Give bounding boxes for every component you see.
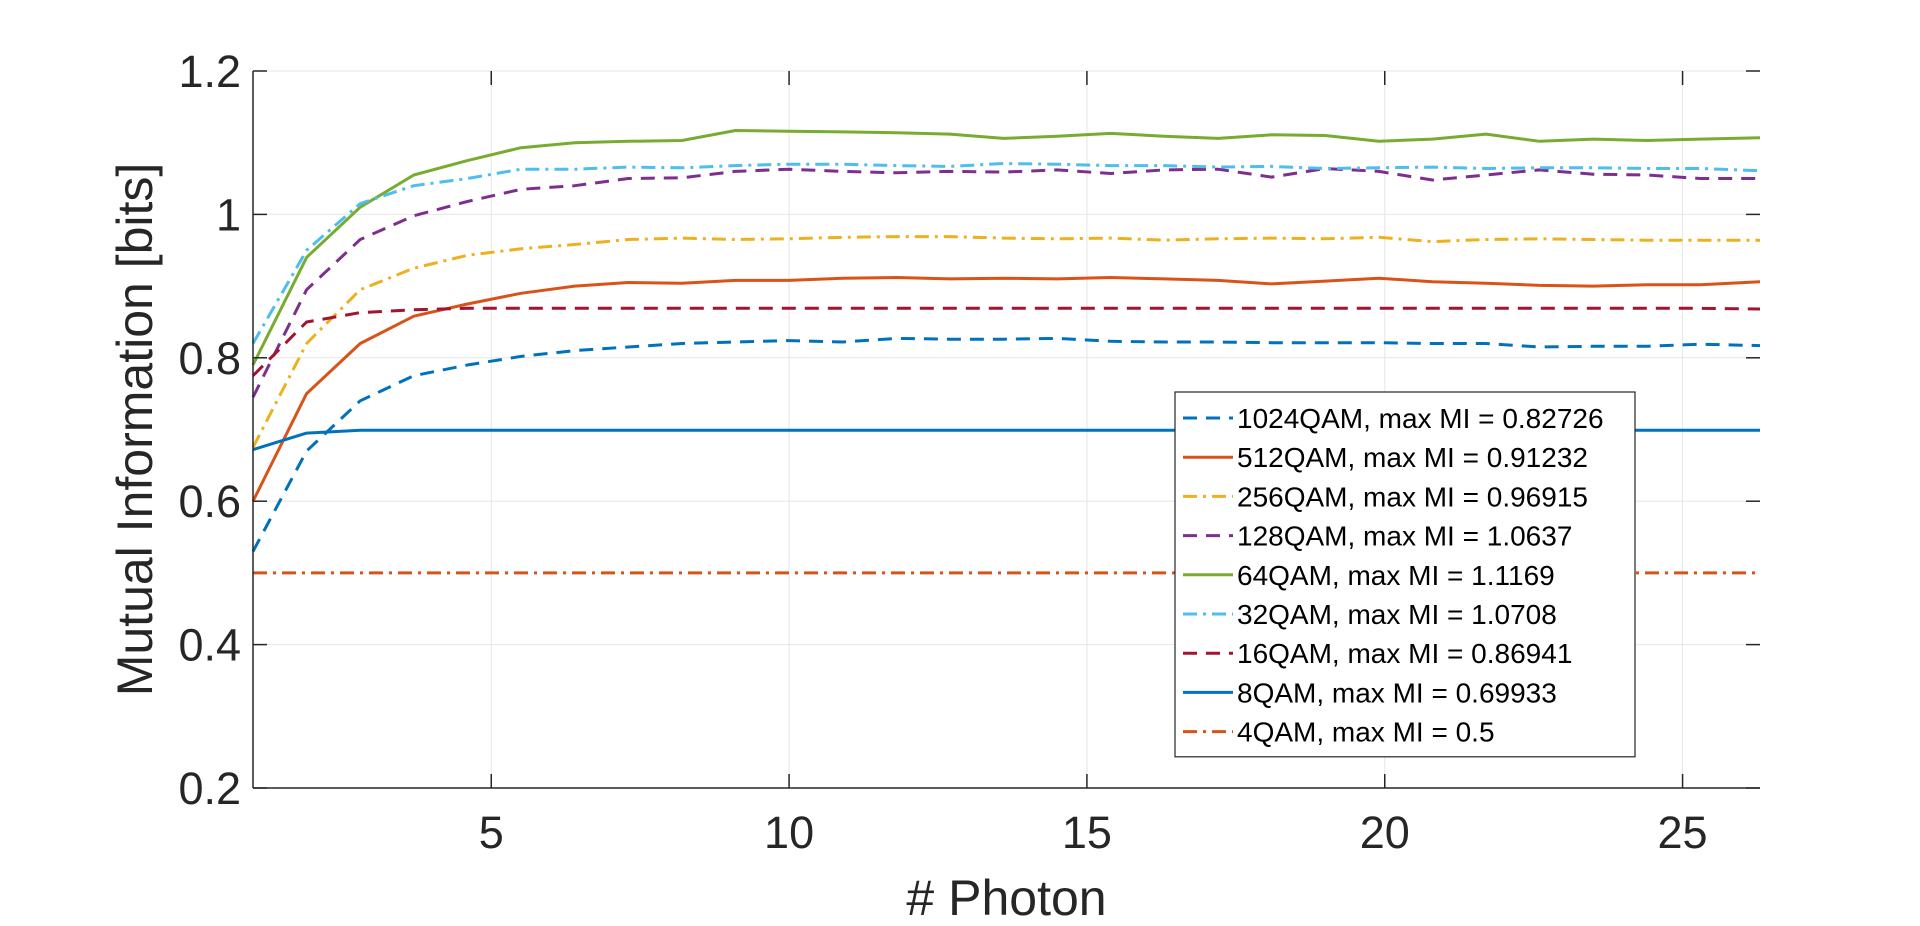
series-line-5 <box>251 162 1761 345</box>
x-tick-label-15: 15 <box>1062 807 1112 858</box>
series-line-0 <box>251 336 1761 553</box>
legend-entry-6: 16QAM, max MI = 0.86941 <box>1237 638 1572 669</box>
y-tick-label-0.4: 0.4 <box>178 620 241 671</box>
legend-entry-4: 64QAM, max MI = 1.1169 <box>1237 560 1555 591</box>
legend: 1024QAM, max MI = 0.82726 512QAM, max MI … <box>1174 391 1636 758</box>
legend-box <box>1174 391 1636 758</box>
x-tick-label-25: 25 <box>1658 807 1708 858</box>
series-line-6 <box>251 306 1761 377</box>
y-tick-label-0.8: 0.8 <box>178 333 241 384</box>
y-axis-label: Mutual Information [bits] <box>107 163 163 697</box>
y-tick-label-0.6: 0.6 <box>178 476 241 527</box>
legend-entry-5: 32QAM, max MI = 1.0708 <box>1237 599 1557 630</box>
legend-entry-3: 128QAM, max MI = 1.0637 <box>1237 521 1572 552</box>
x-axis-label: # Photon <box>906 870 1106 926</box>
y-tick-label-0.2: 0.2 <box>178 763 241 814</box>
tick-labels: 5 10 15 20 25 0.2 0.4 0.6 0.8 1 1.2 <box>178 46 1707 858</box>
x-tick-label-20: 20 <box>1360 807 1410 858</box>
x-tick-label-5: 5 <box>479 807 504 858</box>
axes <box>252 70 1760 789</box>
x-tick-label-10: 10 <box>764 807 814 858</box>
series-line-2 <box>251 235 1760 449</box>
series-line-1 <box>251 276 1761 502</box>
series-line-4 <box>251 129 1761 366</box>
legend-entry-7: 8QAM, max MI = 0.69933 <box>1237 677 1557 708</box>
legend-entry-2: 256QAM, max MI = 0.96915 <box>1237 481 1588 512</box>
legend-entry-8: 4QAM, max MI = 0.5 <box>1237 717 1495 748</box>
legend-entry-1: 512QAM, max MI = 0.91232 <box>1237 442 1588 473</box>
y-tick-label-1.2: 1.2 <box>178 46 241 97</box>
legend-entry-0: 1024QAM, max MI = 0.82726 <box>1237 403 1604 434</box>
y-tick-label-1: 1 <box>216 189 241 240</box>
